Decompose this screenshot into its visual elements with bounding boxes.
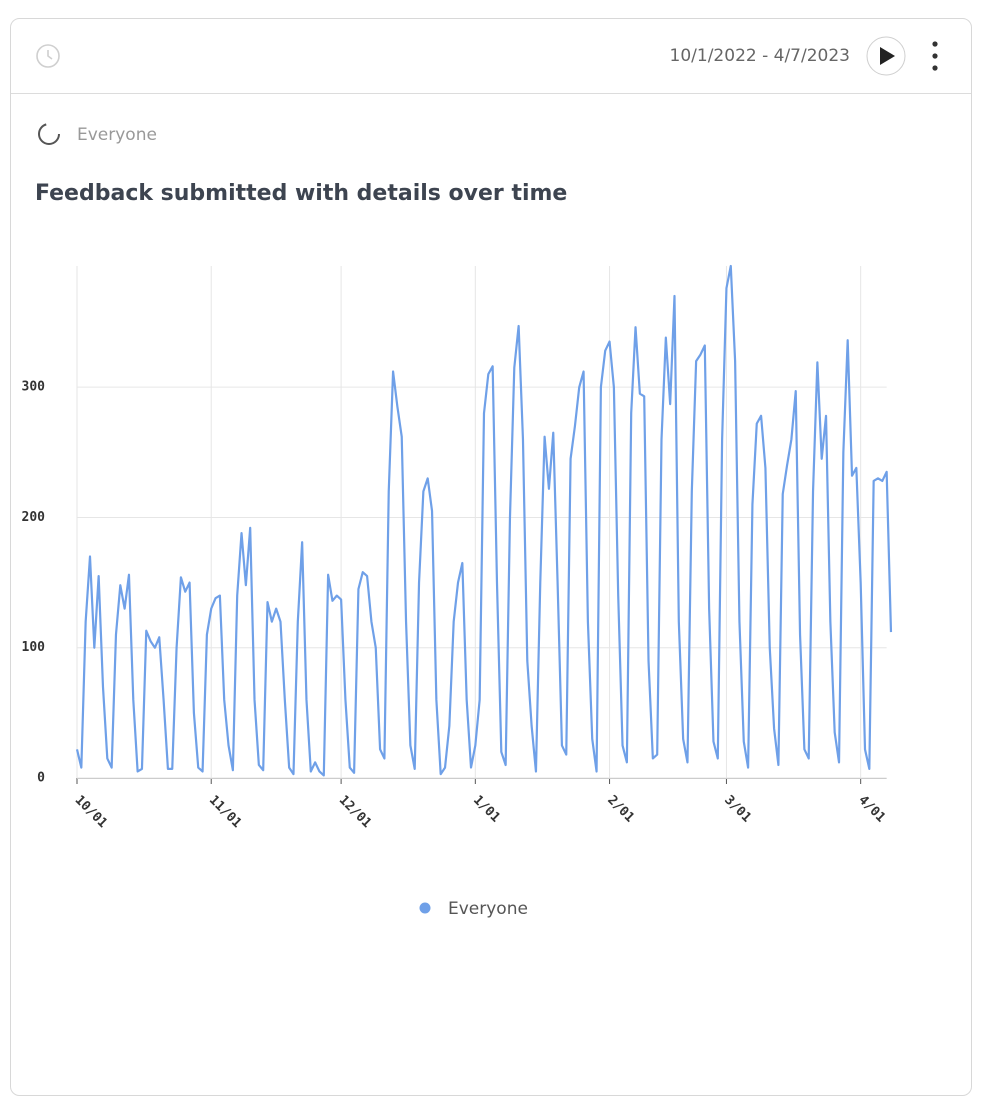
y-tick-label: 100 [22, 640, 46, 655]
legend-marker [419, 902, 431, 914]
y-tick-label: 0 [37, 771, 45, 786]
more-menu[interactable] [932, 41, 938, 71]
chart-title: Feedback submitted with details over tim… [35, 181, 567, 206]
y-tick-label: 200 [22, 510, 46, 525]
legend-label: Everyone [448, 899, 528, 919]
clock-icon[interactable] [36, 44, 60, 68]
segment-icon [38, 123, 60, 145]
series-line [75, 264, 893, 777]
date-range[interactable]: 10/1/2022 - 4/7/2023 [670, 46, 850, 66]
segment-label: Everyone [77, 125, 157, 145]
play-button[interactable] [866, 36, 906, 76]
y-tick-label: 300 [22, 380, 46, 395]
